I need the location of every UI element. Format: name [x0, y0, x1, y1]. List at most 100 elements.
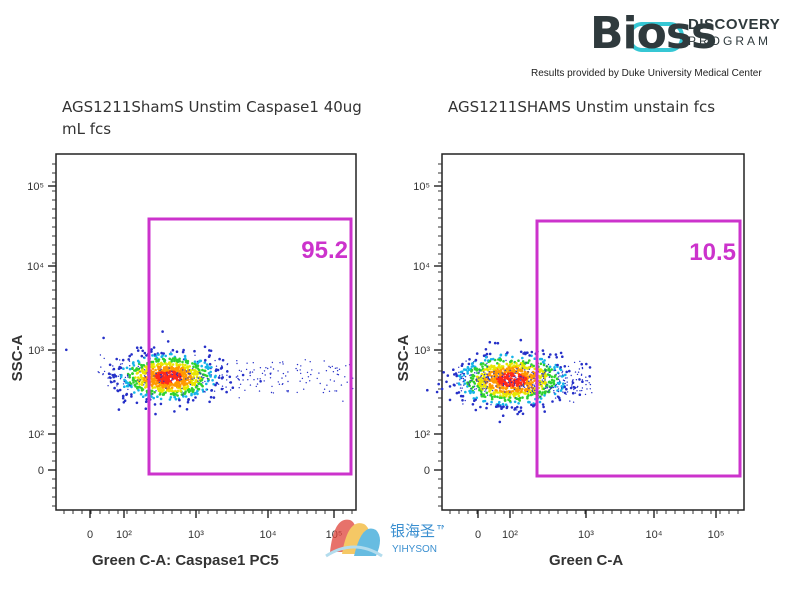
- plot2-event-point: [522, 352, 525, 355]
- plot1-event-point: [151, 378, 154, 382]
- plot2-event-point: [485, 391, 489, 395]
- plot1-event-point: [175, 350, 179, 354]
- plot2-sparse-event: [548, 376, 551, 378]
- plot2-sparse-event: [516, 409, 518, 411]
- plot2-sparse-event: [589, 388, 591, 390]
- plot2-event-point: [539, 368, 542, 371]
- plot1-sparse-event: [259, 378, 261, 380]
- plot2-sparse-event: [475, 388, 477, 390]
- plot2-event-point: [480, 394, 484, 398]
- plot1-sparse-event: [139, 379, 141, 381]
- plot1-event-point: [209, 349, 213, 353]
- plot1-sparse-event: [194, 354, 196, 356]
- plot1-sparse-event: [203, 390, 205, 393]
- plot1-sparse-event: [122, 383, 125, 385]
- plot1-event-point: [141, 388, 145, 391]
- plot2-event-point: [472, 397, 476, 400]
- plot1-event-point: [145, 354, 148, 357]
- plot2-event-point: [513, 369, 517, 373]
- plot2-event-point: [489, 393, 493, 397]
- plot1-event-point: [203, 373, 206, 377]
- plot1-event-point: [186, 365, 190, 369]
- plot1-event-point: [178, 359, 181, 363]
- plot1-event-point: [65, 348, 68, 352]
- plot1-event-point: [156, 387, 160, 390]
- plot1-sparse-event: [300, 365, 302, 367]
- plot1-event-point: [143, 378, 146, 382]
- plot2-sparse-event: [456, 374, 458, 376]
- plot2-event-point: [528, 359, 531, 362]
- plot2-event-point: [507, 366, 511, 369]
- plot2-sparse-event: [549, 387, 551, 389]
- plot2-sparse-event: [502, 383, 505, 385]
- plot2-sparse-event: [565, 393, 567, 395]
- plot2-event-point: [498, 400, 501, 404]
- plot1-sparse-event: [238, 369, 241, 372]
- plot1-event-point: [183, 387, 186, 391]
- plot1-event-point: [179, 389, 182, 393]
- plot1-event-point: [162, 352, 165, 355]
- plot1-sparse-event: [337, 374, 340, 376]
- plot1-event-point: [179, 387, 182, 390]
- plot1-event-point: [171, 368, 174, 371]
- plot2-sparse-event: [540, 395, 542, 398]
- plot2-sparse-event: [520, 376, 522, 378]
- plot1-sparse-event: [310, 373, 312, 376]
- plot1-event-point: [135, 346, 139, 350]
- plot2-event-point: [568, 369, 571, 373]
- plot2-sparse-event: [515, 370, 517, 373]
- plot2-sparse-event: [559, 375, 561, 377]
- plot1-event-point: [168, 370, 172, 373]
- plot2-sparse-event: [461, 376, 463, 378]
- plot2-event-point: [489, 367, 492, 371]
- plot2-sparse-event: [462, 403, 464, 405]
- plot1-sparse-event: [160, 373, 162, 376]
- plot1-event-point: [203, 345, 207, 349]
- plot2-event-point: [482, 393, 486, 396]
- plot2-sparse-event: [542, 377, 545, 380]
- plot1-sparse-event: [238, 378, 240, 381]
- plot2-event-point: [542, 405, 545, 409]
- plot2-event-point: [474, 358, 478, 362]
- plot1-event-point: [206, 367, 210, 371]
- plot2-event-point: [553, 366, 556, 369]
- plot1-sparse-event: [170, 351, 172, 353]
- plot2-event-point: [559, 389, 563, 392]
- plot2-sparse-event: [564, 382, 566, 385]
- plot2-event-point: [507, 398, 510, 402]
- plot1-event-point: [173, 410, 176, 413]
- plot1-event-point: [208, 362, 212, 366]
- plot2-event-point: [526, 375, 530, 378]
- plot1-sparse-event: [139, 371, 141, 373]
- plot1-event-point: [141, 369, 144, 373]
- plot1-event-point: [178, 375, 181, 378]
- plot1-sparse-event: [182, 394, 184, 396]
- plot1-event-point: [113, 373, 116, 377]
- plot2-event-point: [561, 355, 564, 359]
- plot1-event-point: [176, 394, 179, 397]
- plot2-event-point: [557, 382, 561, 386]
- plot1-event-point: [133, 383, 137, 387]
- plot2-sparse-event: [534, 389, 536, 391]
- plot2-sparse-event: [526, 385, 528, 387]
- plot1-sparse-event: [246, 362, 248, 364]
- bioss-logo: Bioss DISCOVERY PROGRAM: [588, 8, 788, 64]
- plot2-event-point: [503, 380, 507, 384]
- plot2-event-point: [542, 363, 546, 367]
- plot2-event-point: [469, 390, 473, 393]
- plot1-event-point: [205, 382, 208, 386]
- plot2-event-point: [483, 359, 487, 362]
- plot1-event-point: [151, 370, 154, 374]
- plot1-sparse-event: [334, 390, 336, 392]
- plot2-event-point: [502, 405, 505, 408]
- plot2-sparse-event: [502, 373, 504, 375]
- plot1-sparse-event: [197, 377, 199, 379]
- plot2-x-axis-label: Green C-A: [549, 552, 623, 569]
- plot1-sparse-event: [345, 365, 347, 367]
- plot2-x-tick-label: 10³: [578, 529, 594, 541]
- plot1-event-point: [139, 373, 143, 377]
- plot2-sparse-event: [483, 380, 485, 382]
- plot1-sparse-event: [168, 367, 170, 369]
- plot1-event-point: [171, 348, 175, 352]
- plot1-sparse-event: [179, 379, 181, 381]
